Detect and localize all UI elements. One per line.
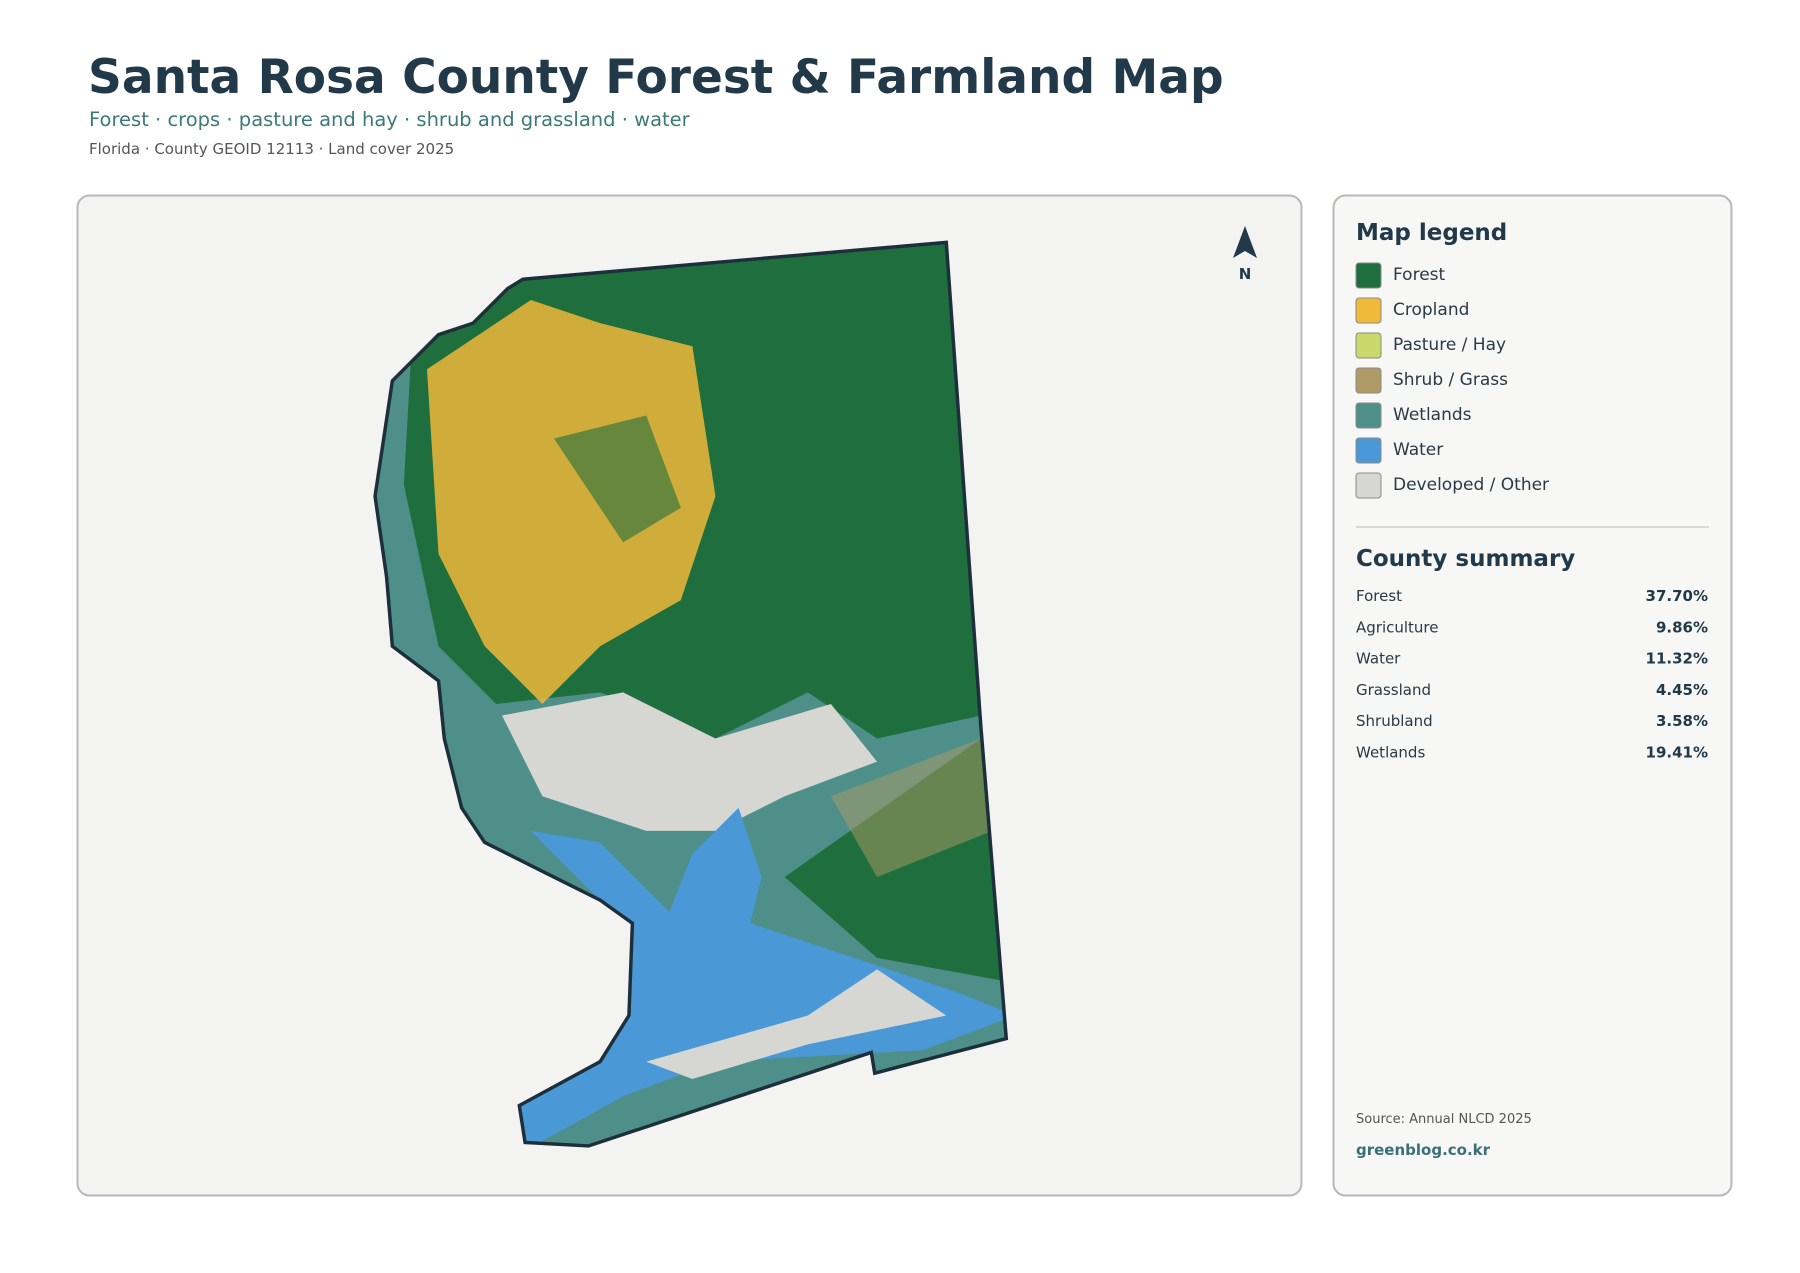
summary-value: 4.45% bbox=[1656, 681, 1708, 699]
legend-swatch bbox=[1355, 367, 1382, 394]
legend-label: Wetlands bbox=[1393, 405, 1472, 425]
legend-label: Water bbox=[1393, 440, 1443, 460]
summary-label: Forest bbox=[1356, 587, 1402, 605]
north-label: N bbox=[1239, 265, 1252, 283]
county-outline bbox=[373, 240, 1009, 1148]
meta: Florida · County GEOID 12113 · Land cove… bbox=[89, 140, 454, 158]
title: Santa Rosa County Forest & Farmland Map bbox=[88, 50, 1224, 105]
summary-value: 37.70% bbox=[1646, 587, 1708, 605]
county-map bbox=[373, 240, 1009, 1148]
summary-value: 9.86% bbox=[1656, 618, 1708, 636]
side-panel bbox=[1332, 194, 1733, 1197]
north-arrow bbox=[1233, 226, 1257, 258]
legend-label: Cropland bbox=[1393, 300, 1469, 320]
legend-swatch bbox=[1355, 437, 1382, 464]
legend-label: Pasture / Hay bbox=[1393, 335, 1506, 355]
subtitle: Forest · crops · pasture and hay · shrub… bbox=[89, 108, 691, 131]
summary-value: 19.41% bbox=[1646, 744, 1708, 762]
summary-value: 3.58% bbox=[1656, 712, 1708, 730]
legend-swatch bbox=[1355, 262, 1382, 289]
summary-label: Grassland bbox=[1356, 681, 1431, 699]
shrub-area bbox=[830, 738, 993, 878]
legend-label: Shrub / Grass bbox=[1393, 370, 1508, 390]
summary-label: Water bbox=[1356, 650, 1401, 668]
legend-swatch bbox=[1355, 472, 1382, 499]
legend-swatch bbox=[1355, 402, 1382, 429]
legend-title: Map legend bbox=[1356, 220, 1507, 246]
legend-swatch bbox=[1355, 332, 1382, 359]
source: Source: Annual NLCD 2025 bbox=[1356, 1112, 1532, 1127]
legend: Forest Cropland Pasture / Hay Shrub / Grass… bbox=[1355, 262, 1549, 499]
legend-label: Forest bbox=[1393, 265, 1446, 285]
legend-swatch bbox=[1355, 297, 1382, 324]
summary-label: Agriculture bbox=[1356, 618, 1439, 636]
summary-value: 11.32% bbox=[1646, 650, 1708, 668]
summary-label: Wetlands bbox=[1356, 744, 1425, 762]
summary-table: Forest 37.70% Agriculture 9.86% Water 11.32% G… bbox=[1356, 587, 1708, 762]
developed-area bbox=[501, 692, 878, 831]
site: greenblog.co.kr bbox=[1356, 1141, 1491, 1159]
water-area bbox=[507, 807, 1007, 1146]
summary-label: Shrubland bbox=[1356, 712, 1433, 730]
legend-label: Developed / Other bbox=[1393, 475, 1549, 495]
barrier-island bbox=[646, 969, 947, 1079]
summary-title: County summary bbox=[1356, 546, 1575, 572]
forest-patch bbox=[553, 415, 681, 543]
crop-area bbox=[426, 300, 716, 704]
